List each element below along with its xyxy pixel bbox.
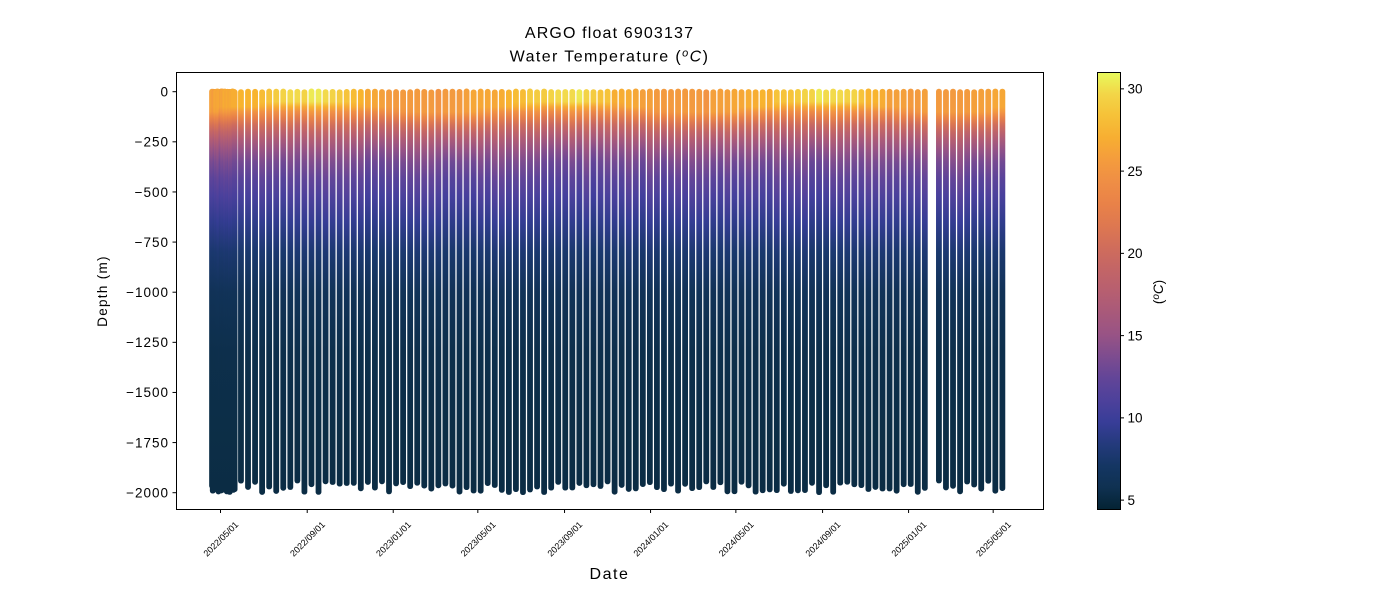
svg-text:−1000: −1000 (126, 285, 169, 300)
svg-text:30: 30 (1128, 82, 1143, 97)
svg-text:Date: Date (590, 566, 630, 583)
svg-text:15: 15 (1128, 328, 1143, 343)
svg-text:−1750: −1750 (126, 435, 169, 450)
svg-text:ARGO float 6903137: ARGO float 6903137 (525, 25, 694, 42)
svg-text:Water Temperature (oC): Water Temperature (oC) (510, 48, 710, 66)
svg-text:−2000: −2000 (126, 486, 169, 501)
svg-text:0: 0 (160, 85, 169, 100)
svg-text:−750: −750 (135, 235, 169, 250)
svg-text:10: 10 (1128, 411, 1143, 426)
svg-text:−1250: −1250 (126, 335, 169, 350)
svg-text:25: 25 (1128, 164, 1143, 179)
svg-text:20: 20 (1128, 246, 1143, 261)
svg-text:5: 5 (1128, 493, 1136, 508)
svg-text:(oC): (oC) (1151, 280, 1166, 304)
svg-text:−1500: −1500 (126, 385, 169, 400)
svg-text:−250: −250 (135, 135, 169, 150)
svg-text:Depth (m): Depth (m) (95, 255, 110, 327)
svg-text:−500: −500 (135, 185, 169, 200)
